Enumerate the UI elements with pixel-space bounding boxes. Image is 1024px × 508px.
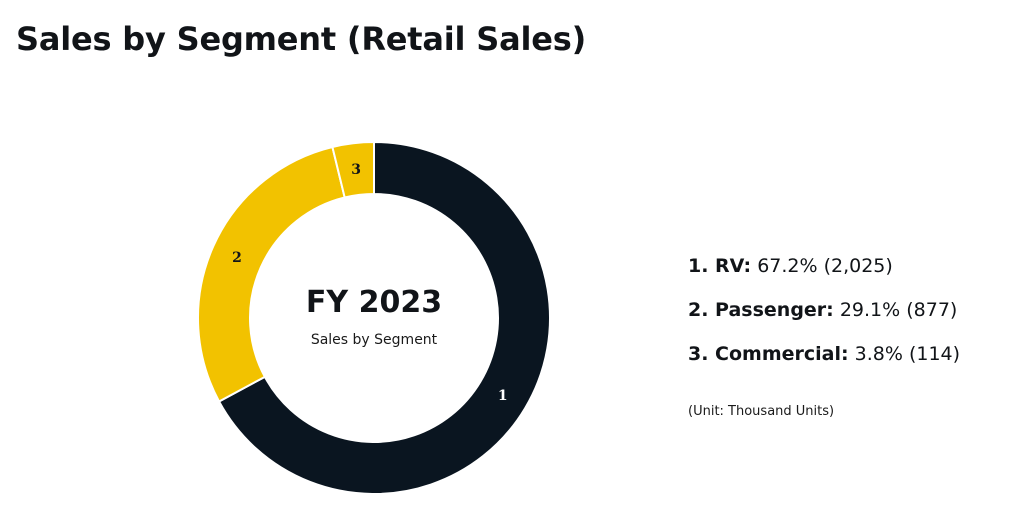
chart-center-title: FY 2023: [305, 285, 443, 320]
legend-detail: 67.2% (2,025): [757, 255, 893, 277]
legend-item-commercial: 3. Commercial: 3.8% (114): [688, 340, 960, 384]
chart-center-subtitle: Sales by Segment: [310, 332, 438, 348]
chart-legend: 1. RV: 67.2% (2,025) 2. Passenger: 29.1%…: [688, 252, 960, 384]
legend-label: 2. Passenger:: [688, 299, 834, 321]
legend-detail: 29.1% (877): [839, 299, 958, 321]
page-title: Sales by Segment (Retail Sales): [16, 20, 587, 58]
slice-label-commercial: 3: [351, 162, 361, 178]
slice-label-passenger: 2: [232, 250, 242, 266]
legend-detail: 3.8% (114): [854, 343, 961, 365]
donut-slice-rv: [217, 140, 551, 495]
legend-item-passenger: 2. Passenger: 29.1% (877): [688, 296, 960, 340]
legend-label: 1. RV:: [688, 255, 752, 277]
donut-slice-passenger: [197, 145, 346, 403]
legend-item-rv: 1. RV: 67.2% (2,025): [688, 252, 960, 296]
unit-note: (Unit: Thousand Units): [688, 404, 835, 419]
donut-slice-commercial: [331, 140, 375, 199]
legend-label: 3. Commercial:: [688, 343, 849, 365]
slice-label-rv: 1: [498, 388, 508, 404]
